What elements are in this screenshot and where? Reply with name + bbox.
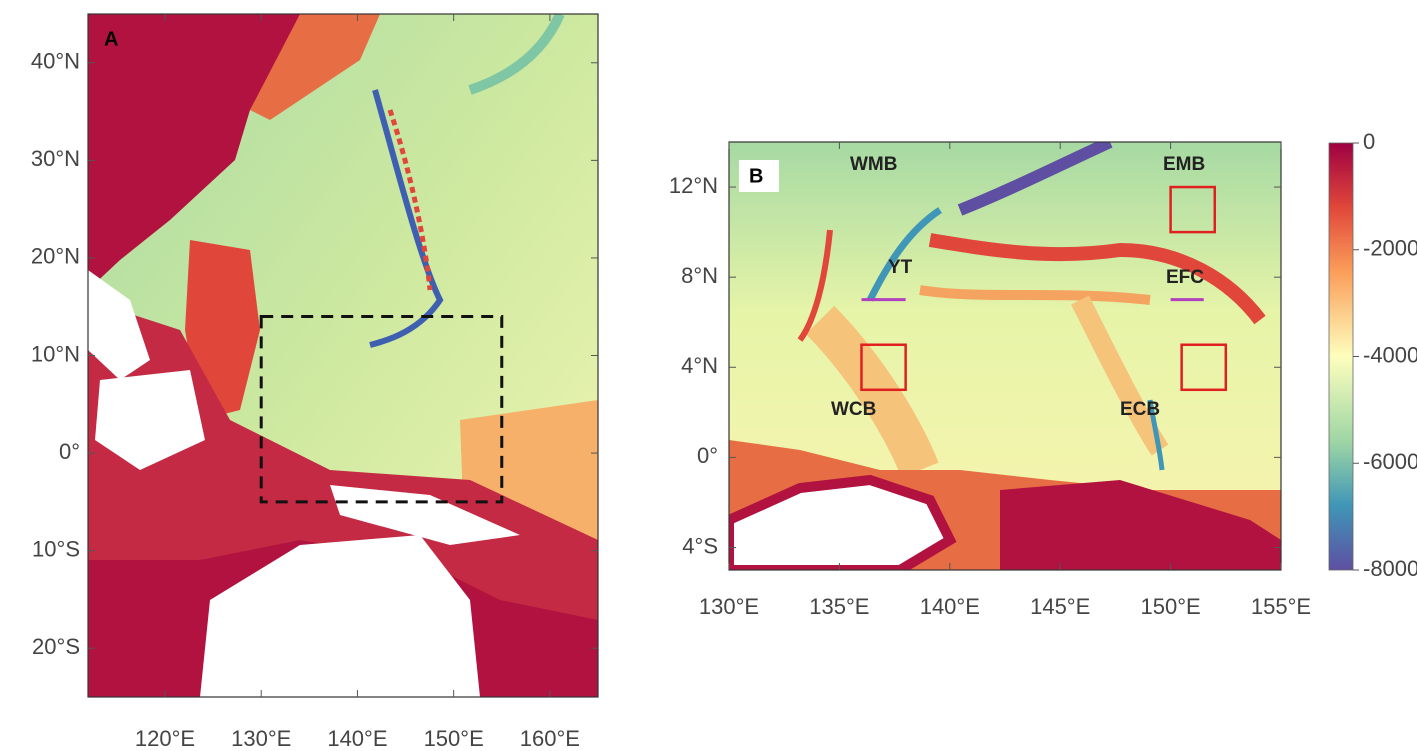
panel-label: A (104, 28, 118, 50)
y-tick-label: 12°N (669, 173, 718, 198)
x-tick-label: 140°E (920, 594, 980, 619)
x-tick-label: 150°E (1141, 594, 1201, 619)
y-tick-label: 20°N (31, 244, 80, 269)
region-label: EFC (1166, 267, 1204, 288)
y-tick-label: 10°S (32, 536, 80, 561)
y-tick-label: 4°N (681, 353, 718, 378)
colorbar-tick-label: -6000 (1363, 449, 1417, 474)
x-tick-label: 135°E (809, 594, 869, 619)
study-box (1180, 343, 1228, 392)
colorbar-tick-label: -4000 (1363, 342, 1417, 367)
x-tick-label: 145°E (1030, 594, 1090, 619)
y-tick-label: 0° (59, 439, 80, 464)
region-label: YT (888, 257, 913, 278)
colorbar (1328, 142, 1354, 571)
y-tick-label: 40°N (31, 49, 80, 74)
y-tick-label: 0° (697, 443, 718, 468)
panel-label: B (749, 165, 763, 187)
study-box (860, 343, 907, 392)
axes-frame (728, 141, 1282, 571)
x-tick-label: 130°E (699, 594, 759, 619)
x-tick-label: 130°E (231, 726, 291, 751)
x-tick-label: 140°E (327, 726, 387, 751)
region-label: WCB (831, 399, 876, 420)
y-tick-label: 10°N (31, 341, 80, 366)
y-tick-label: 30°N (31, 146, 80, 171)
region-box (259, 314, 504, 504)
panel-label-box (739, 160, 779, 192)
region-label: WMB (850, 154, 897, 175)
x-tick-label: 150°E (424, 726, 484, 751)
x-tick-label: 155°E (1251, 594, 1311, 619)
colorbar-tick-label: 0 (1363, 129, 1375, 154)
region-label: EMB (1163, 154, 1205, 175)
x-tick-label: 160°E (520, 726, 580, 751)
y-tick-label: 8°N (681, 263, 718, 288)
map-a (88, 14, 598, 697)
colorbar-tick-label: -2000 (1363, 236, 1417, 261)
y-tick-label: 20°S (32, 634, 80, 659)
x-tick-label: 120°E (135, 726, 195, 751)
region-label: ECB (1120, 399, 1160, 420)
study-box (1169, 185, 1217, 234)
map-b (729, 142, 1281, 570)
y-tick-label: 4°S (682, 533, 718, 558)
colorbar-tick-label: -8000 (1363, 556, 1417, 581)
